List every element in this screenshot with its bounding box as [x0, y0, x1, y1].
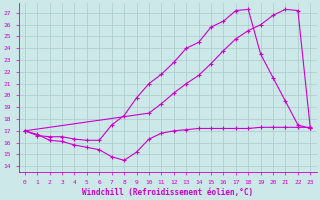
X-axis label: Windchill (Refroidissement éolien,°C): Windchill (Refroidissement éolien,°C)	[82, 188, 253, 197]
